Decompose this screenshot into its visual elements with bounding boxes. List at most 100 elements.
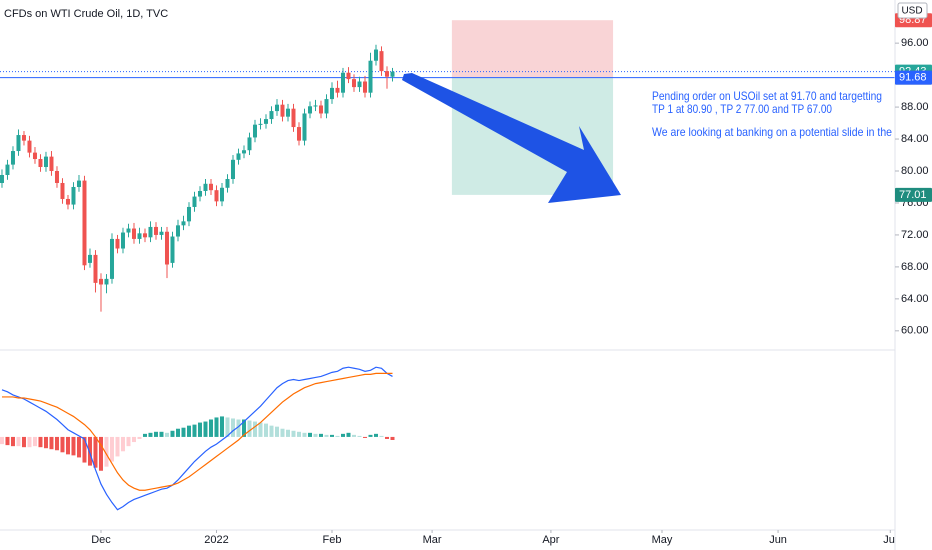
x-tick-label: May: [652, 534, 673, 546]
histogram-bar: [197, 422, 202, 437]
price-label: 77.01: [899, 189, 927, 201]
candle-body: [208, 183, 213, 191]
chart-title: CFDs on WTI Crude Oil, 1D, TVC: [4, 8, 168, 20]
histogram-bar: [329, 434, 334, 437]
histogram-bar: [258, 422, 263, 437]
candle-body: [285, 108, 290, 117]
histogram-bar: [318, 433, 323, 437]
macd-line: [1, 372, 393, 491]
y-tick-label: 60.00: [901, 325, 929, 337]
candle-body: [65, 198, 70, 205]
histogram-bar: [208, 419, 213, 437]
candle-body: [307, 106, 312, 114]
candle-body: [368, 60, 373, 93]
histogram-bar: [76, 436, 81, 458]
candle-body: [225, 178, 230, 188]
histogram-bar: [340, 433, 345, 437]
histogram-bar: [186, 425, 191, 437]
candle-body: [186, 206, 191, 222]
histogram-bar: [120, 436, 125, 452]
histogram-bar: [214, 417, 219, 437]
candle-body: [280, 104, 285, 117]
candle-body: [120, 232, 125, 249]
candle-body: [60, 182, 65, 199]
candle-body: [137, 233, 142, 239]
y-tick-label: 88.00: [901, 101, 929, 113]
candle-body: [362, 81, 367, 93]
histogram-bar: [115, 436, 120, 457]
histogram-bar: [142, 433, 147, 437]
candle-body: [252, 124, 257, 138]
histogram-bar: [93, 436, 98, 468]
candle-body: [335, 87, 340, 93]
price-label-box: [895, 187, 932, 202]
candle-body: [148, 226, 153, 238]
candle-body: [175, 225, 180, 237]
candle-body: [170, 236, 175, 263]
x-tick-label: Apr: [542, 534, 559, 546]
price-axis: [895, 0, 932, 550]
candle-body: [181, 221, 186, 226]
histogram-bar: [219, 416, 224, 437]
histogram-bar: [16, 436, 21, 447]
arrow: [402, 73, 621, 203]
candle-body: [318, 105, 323, 114]
histogram-bar: [203, 421, 208, 437]
price-pane: Pending order on USOil set at 91.70 and …: [0, 20, 895, 312]
candle-body: [203, 183, 208, 191]
histogram-bar: [390, 436, 395, 440]
candle-body: [384, 71, 389, 77]
histogram-bar: [126, 436, 131, 447]
histogram-bar: [291, 430, 296, 437]
x-tick-label: Feb: [323, 534, 342, 546]
macd-line: [1, 366, 393, 511]
candle-body: [159, 231, 164, 235]
candle-body: [258, 123, 263, 125]
y-tick-label: 84.00: [901, 133, 929, 145]
histogram-bar: [362, 436, 367, 438]
histogram-bar: [32, 436, 37, 447]
candle-body: [10, 151, 15, 165]
candle-body: [241, 150, 246, 154]
histogram-bar: [269, 425, 274, 437]
histogram-bar: [357, 435, 362, 437]
histogram-bar: [54, 436, 59, 451]
candle-body: [104, 278, 109, 285]
candle-body: [296, 127, 301, 141]
histogram-bar: [307, 432, 312, 437]
histogram-bar: [351, 434, 356, 437]
y-tick-label: 64.00: [901, 293, 929, 305]
histogram-bar: [71, 436, 76, 456]
candle-body: [0, 175, 4, 183]
candle-body: [274, 104, 279, 112]
candle-body: [351, 79, 356, 88]
histogram-bar: [10, 436, 15, 447]
candle-body: [269, 111, 274, 120]
candle-body: [302, 113, 307, 141]
annotation-text: TP 1 at 80.90 , TP 2 77.00 and TP 67.00: [652, 102, 832, 116]
x-tick-label: Jul: [883, 534, 897, 546]
histogram-bar: [346, 432, 351, 437]
histogram-bar: [252, 421, 257, 437]
stop-zone: [451, 20, 614, 78]
histogram-bar: [296, 431, 301, 437]
x-tick-label: Mar: [423, 534, 442, 546]
x-tick-label: 2022: [204, 534, 228, 546]
histogram-bar: [164, 432, 169, 437]
histogram-bar: [280, 428, 285, 437]
histogram-bar: [225, 417, 230, 437]
histogram-bar: [236, 419, 241, 437]
histogram-bar: [49, 436, 54, 450]
candle-body: [126, 228, 131, 233]
y-tick-label: 72.00: [901, 229, 929, 241]
histogram-bar: [82, 436, 87, 463]
histogram-bar: [247, 420, 252, 437]
annotation-text: We are looking at banking on a potential…: [652, 125, 892, 139]
candle-body: [109, 238, 114, 279]
candle-body: [5, 164, 10, 175]
candle-body: [49, 156, 54, 172]
histogram-bar: [175, 428, 180, 437]
histogram-bar: [324, 434, 329, 437]
